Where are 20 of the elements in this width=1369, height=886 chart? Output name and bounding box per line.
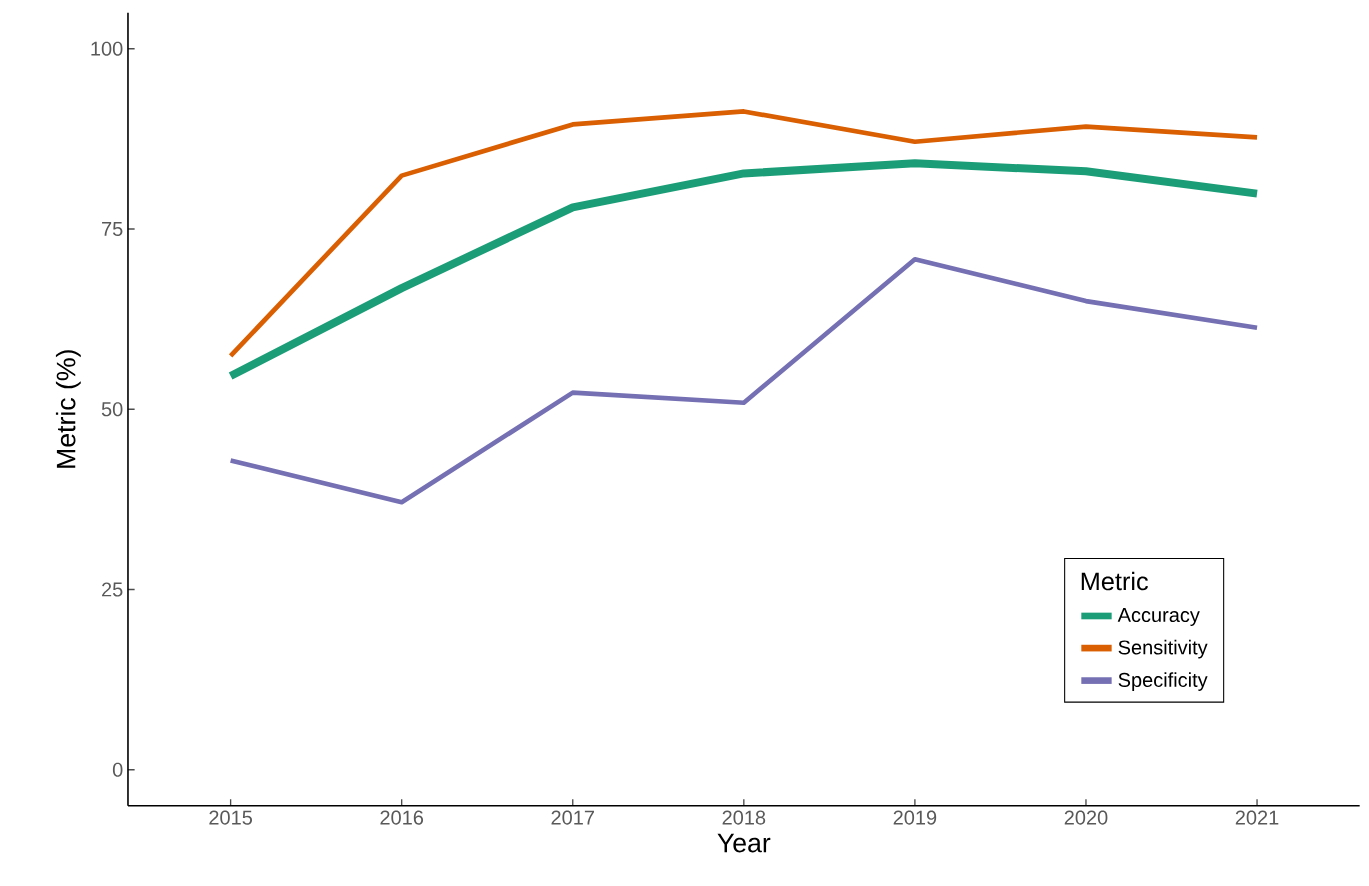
y-tick-label: 50 [101, 402, 123, 417]
legend-label: Accuracy [1117, 608, 1200, 627]
line-series [228, 109, 1260, 359]
line-series [228, 257, 1260, 505]
legend-label: Specificity [1118, 672, 1208, 692]
x-tick-label: 2015 [209, 810, 253, 825]
y-tick-label: 0 [112, 762, 123, 777]
x-tick-label: 2020 [1064, 810, 1108, 825]
y-tick-label: 25 [102, 582, 123, 597]
x-tick-label: 2016 [380, 810, 424, 825]
x-tick-label: 2019 [893, 810, 937, 825]
legend-label: Sensitivity [1118, 639, 1208, 659]
legend-title: Metric [1081, 571, 1149, 591]
y-tick-label: 100 [91, 41, 123, 56]
x-tick-label: 2017 [551, 810, 594, 825]
x-tick-label: 2018 [722, 810, 766, 825]
y-tick-label: 75 [102, 222, 123, 237]
x-axis-title: Year [717, 833, 771, 853]
x-tick-label: 2021 [1235, 810, 1279, 825]
y-axis-title: Metric (%) [55, 350, 81, 468]
